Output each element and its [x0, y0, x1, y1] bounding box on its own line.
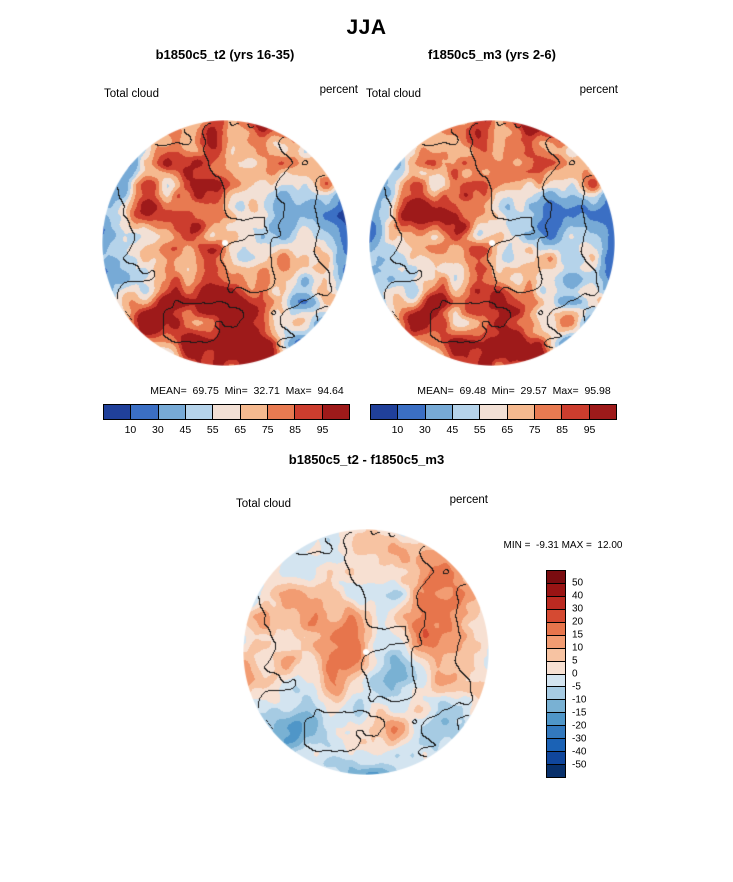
colorbar-segment [547, 662, 565, 675]
colorbar-tick-label: -40 [572, 747, 586, 758]
diff-field-label: Total cloud [236, 498, 291, 510]
colorbar-segment [547, 687, 565, 700]
panel1-title: b1850c5_t2 (yrs 16-35) [102, 47, 348, 62]
colorbar-segment [480, 405, 507, 419]
colorbar-tick-label: 10 [392, 424, 404, 436]
colorbar-tick-label: 10 [125, 424, 137, 436]
panel2-stats: MEAN= 69.48 Min= 29.57 Max= 95.98 [391, 385, 637, 397]
diff-colorbar-ticks: 50403020151050-5-10-15-20-30-40-50 [566, 570, 600, 778]
colorbar-tick-label: 55 [474, 424, 486, 436]
colorbar-tick-label: 5 [572, 656, 578, 667]
colorbar-segment [547, 726, 565, 739]
colorbar-tick-label: -30 [572, 734, 586, 745]
colorbar-tick-label: 65 [501, 424, 513, 436]
panel1-colorbar-ticks: 10 30 45 55 65 75 85 95 [103, 424, 350, 438]
colorbar-segment [508, 405, 535, 419]
colorbar-segment [295, 405, 322, 419]
diff-units-label: percent [436, 494, 488, 506]
colorbar-tick-label: 0 [572, 669, 578, 680]
colorbar-segment [547, 597, 565, 610]
colorbar-segment [547, 636, 565, 649]
colorbar-segment [453, 405, 480, 419]
colorbar-tick-label: 85 [289, 424, 301, 436]
diff-title: b1850c5_t2 - f1850c5_m3 [0, 452, 733, 467]
colorbar-segment [323, 405, 349, 419]
colorbar-segment [547, 752, 565, 765]
panel2-title: f1850c5_m3 (yrs 2-6) [369, 47, 615, 62]
colorbar-tick-label: 45 [446, 424, 458, 436]
colorbar-tick-label: -10 [572, 695, 586, 706]
panel2-polar-map [369, 120, 615, 366]
colorbar-tick-label: 75 [262, 424, 274, 436]
colorbar-segment [547, 623, 565, 636]
colorbar-segment [547, 739, 565, 752]
diff-polar-map [243, 529, 489, 775]
colorbar-segment [547, 584, 565, 597]
figure-title: JJA [0, 16, 733, 40]
colorbar-segment [213, 405, 240, 419]
colorbar-tick-label: 30 [152, 424, 164, 436]
panel2-field-label: Total cloud [366, 88, 421, 100]
colorbar-segment [547, 700, 565, 713]
colorbar-segment [241, 405, 268, 419]
colorbar-segment [186, 405, 213, 419]
colorbar-tick-label: 30 [572, 604, 583, 615]
diff-minmax: MIN = -9.31 MAX = 12.00 [498, 540, 628, 551]
colorbar-segment [268, 405, 295, 419]
colorbar-tick-label: 65 [234, 424, 246, 436]
diff-colorbar [546, 570, 566, 778]
panel2-colorbar [370, 404, 617, 420]
panel1-stats: MEAN= 69.75 Min= 32.71 Max= 94.64 [124, 385, 370, 397]
colorbar-tick-label: 55 [207, 424, 219, 436]
colorbar-tick-label: 85 [556, 424, 568, 436]
climate-comparison-figure: JJA b1850c5_t2 (yrs 16-35) f1850c5_m3 (y… [0, 0, 733, 882]
panel2-colorbar-ticks: 10 30 45 55 65 75 85 95 [370, 424, 617, 438]
panel2-units-label: percent [566, 84, 618, 96]
panel1-colorbar [103, 404, 350, 420]
panel1-field-label: Total cloud [104, 88, 159, 100]
colorbar-segment [547, 610, 565, 623]
colorbar-tick-label: -15 [572, 708, 586, 719]
colorbar-segment [547, 571, 565, 584]
colorbar-tick-label: -50 [572, 760, 586, 771]
colorbar-tick-label: -5 [572, 682, 581, 693]
colorbar-segment [547, 649, 565, 662]
colorbar-tick-label: 45 [179, 424, 191, 436]
panel1-polar-map [102, 120, 348, 366]
colorbar-tick-label: 20 [572, 617, 583, 628]
colorbar-segment [562, 405, 589, 419]
colorbar-segment [104, 405, 131, 419]
colorbar-tick-label: 75 [529, 424, 541, 436]
colorbar-tick-label: -20 [572, 721, 586, 732]
colorbar-segment [398, 405, 425, 419]
colorbar-segment [547, 765, 565, 777]
colorbar-tick-label: 30 [419, 424, 431, 436]
colorbar-segment [547, 675, 565, 688]
colorbar-segment [547, 713, 565, 726]
colorbar-segment [371, 405, 398, 419]
colorbar-segment [590, 405, 616, 419]
colorbar-tick-label: 95 [317, 424, 329, 436]
panel1-units-label: percent [306, 84, 358, 96]
colorbar-segment [426, 405, 453, 419]
colorbar-segment [131, 405, 158, 419]
colorbar-tick-label: 40 [572, 591, 583, 602]
colorbar-segment [535, 405, 562, 419]
colorbar-tick-label: 15 [572, 630, 583, 641]
colorbar-tick-label: 50 [572, 578, 583, 589]
colorbar-tick-label: 95 [584, 424, 596, 436]
colorbar-segment [159, 405, 186, 419]
colorbar-tick-label: 10 [572, 643, 583, 654]
